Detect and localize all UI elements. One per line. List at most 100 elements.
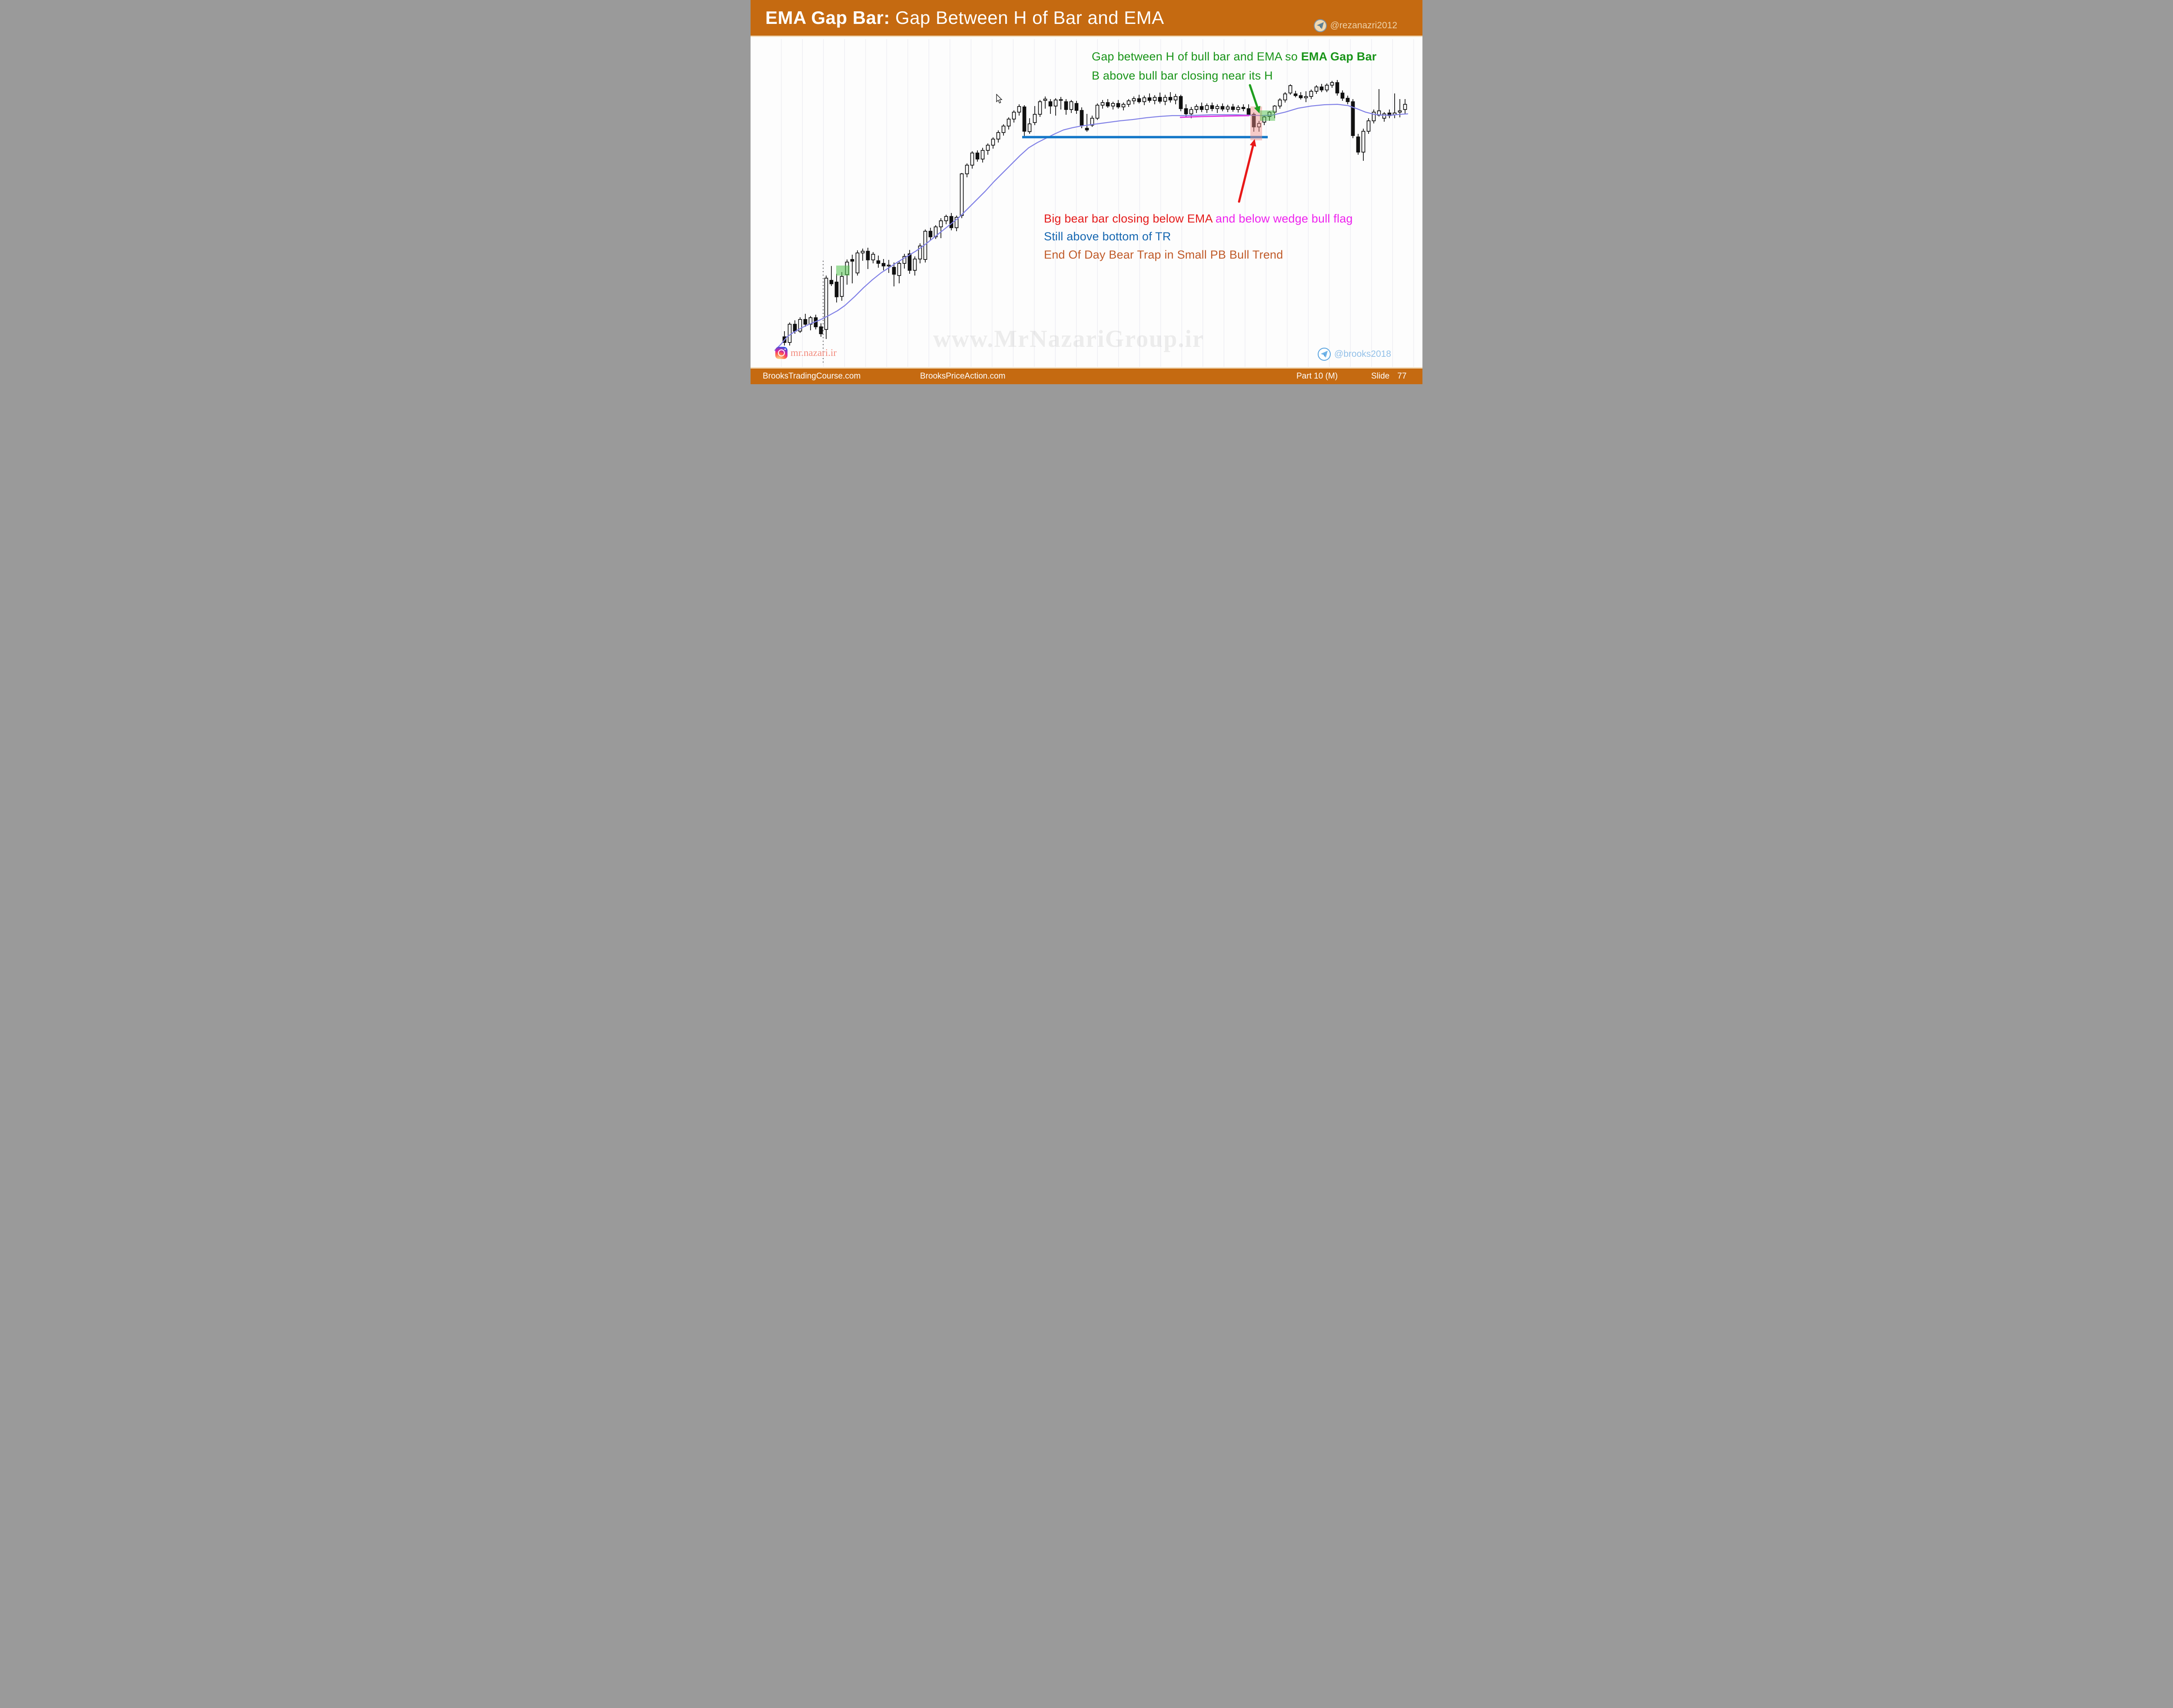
candle-body bbox=[1153, 97, 1157, 101]
candle-body bbox=[1053, 100, 1058, 106]
candle-body bbox=[1179, 96, 1183, 109]
candle-body bbox=[1241, 107, 1246, 109]
candle-body bbox=[1194, 106, 1199, 110]
footer-bar: BrooksTradingCourse.com BrooksPriceActio… bbox=[751, 367, 1422, 384]
candle-body bbox=[1361, 131, 1366, 153]
candle-body bbox=[996, 132, 1000, 140]
green-arrow-head bbox=[1254, 106, 1260, 113]
candle-body bbox=[1288, 85, 1293, 93]
candle-body bbox=[834, 282, 839, 297]
candle-body bbox=[876, 260, 880, 264]
annotation-above-tr: Still above bottom of TR bbox=[1044, 230, 1171, 243]
candle-body bbox=[1252, 114, 1256, 127]
annotation-big-bear-bar-magenta: and below wedge bull flag bbox=[1212, 212, 1353, 225]
candle-body bbox=[798, 319, 802, 332]
candle-body bbox=[1147, 97, 1152, 101]
green-left-bull-bar bbox=[836, 266, 850, 276]
candle-body bbox=[887, 265, 891, 266]
ema-line bbox=[774, 103, 1409, 351]
candle-body bbox=[1278, 100, 1282, 106]
candle-body bbox=[1257, 123, 1261, 127]
candle-body bbox=[1173, 96, 1178, 100]
annotation-big-bear-bar-red: Big bear bar closing below EMA bbox=[1044, 212, 1213, 225]
candle-body bbox=[1293, 93, 1298, 96]
candle-body bbox=[902, 256, 907, 264]
candle-body bbox=[1043, 99, 1047, 101]
candle-body bbox=[861, 251, 865, 253]
candle-body bbox=[1158, 97, 1162, 102]
candle-body bbox=[918, 246, 922, 259]
candle-body bbox=[1012, 112, 1016, 120]
candle-body bbox=[986, 145, 990, 151]
footer-site-center: BrooksPriceAction.com bbox=[920, 372, 1006, 381]
candle-body bbox=[1168, 97, 1173, 100]
telegram-icon bbox=[1313, 19, 1327, 32]
header-bar: EMA Gap Bar: Gap Between H of Bar and EM… bbox=[751, 0, 1422, 37]
candle-body bbox=[1372, 112, 1376, 121]
annotation-ema-gap: Gap between H of bull bar and EMA so EMA… bbox=[1092, 47, 1376, 85]
red-arrow-head bbox=[1249, 139, 1256, 147]
candle-body bbox=[850, 259, 854, 262]
candle-body bbox=[1314, 86, 1319, 92]
annotation-ema-gap-line1-normal: Gap between H of bull bar and EMA so bbox=[1092, 50, 1301, 63]
candle-body bbox=[1163, 97, 1167, 102]
candle-body bbox=[1346, 98, 1350, 102]
candle-body bbox=[1184, 108, 1188, 114]
candle-body bbox=[1085, 128, 1089, 130]
watermark: www.MrNazariGroup.ir bbox=[933, 326, 1204, 352]
candle-body bbox=[803, 319, 807, 325]
annotation-bear-trap: End Of Day Bear Trap in Small PB Bull Tr… bbox=[1044, 248, 1283, 261]
candle-body bbox=[819, 326, 823, 334]
candle-body bbox=[1027, 123, 1032, 132]
annotation-ema-gap-line2: B above bull bar closing near its H bbox=[1092, 69, 1273, 82]
telegram-icon bbox=[1317, 348, 1331, 361]
candle-body bbox=[1335, 82, 1339, 93]
candle-body bbox=[980, 150, 985, 160]
telegram-handle-top-label: @rezanazri2012 bbox=[1330, 20, 1397, 30]
telegram-handle-top[interactable]: @rezanazri2012 bbox=[1313, 19, 1397, 32]
candle-body bbox=[1398, 110, 1402, 113]
candle-body bbox=[793, 324, 797, 332]
instagram-handle[interactable]: mr.nazari.ir bbox=[775, 347, 837, 359]
candle-body bbox=[934, 226, 938, 237]
candle-body bbox=[1319, 86, 1324, 90]
candle-body bbox=[1403, 104, 1407, 110]
candle-body bbox=[1309, 91, 1313, 97]
candle-body bbox=[897, 263, 901, 276]
candle-body bbox=[1231, 106, 1235, 110]
page-title-rest: Gap Between H of Bar and EMA bbox=[890, 7, 1164, 28]
candle-body bbox=[1189, 109, 1193, 114]
candle-body bbox=[965, 165, 969, 174]
page-title-bold: EMA Gap Bar: bbox=[765, 7, 890, 28]
candle-body bbox=[1090, 118, 1094, 126]
page-title: EMA Gap Bar: Gap Between H of Bar and EM… bbox=[765, 7, 1164, 28]
candle-body bbox=[1007, 119, 1011, 126]
candle-body bbox=[1215, 106, 1219, 109]
green-ema-gap-zone bbox=[1260, 110, 1275, 121]
footer-part-label: Part 10 (M) bbox=[1296, 372, 1338, 381]
candle-body bbox=[913, 259, 917, 271]
candle-body bbox=[1366, 120, 1371, 132]
candle-body bbox=[824, 278, 828, 330]
candle-body bbox=[787, 324, 792, 343]
telegram-handle-bottom[interactable]: @brooks2018 bbox=[1317, 348, 1391, 361]
candle-body bbox=[1100, 102, 1105, 106]
candle-body bbox=[1111, 103, 1115, 106]
annotation-ema-gap-line1-bold: EMA Gap Bar bbox=[1301, 50, 1377, 63]
candle-body bbox=[928, 231, 933, 237]
wedge-trendline bbox=[1180, 115, 1250, 118]
slide: EMA Gap Bar: Gap Between H of Bar and EM… bbox=[751, 0, 1422, 384]
candle-body bbox=[1351, 101, 1355, 136]
candle-body bbox=[1106, 102, 1110, 106]
candle-body bbox=[1137, 98, 1141, 102]
price-chart bbox=[774, 39, 1414, 367]
candle-body bbox=[1382, 113, 1386, 119]
candle-body bbox=[1074, 103, 1079, 111]
candle-body bbox=[855, 253, 860, 273]
candle-body bbox=[1236, 107, 1240, 110]
candle-body bbox=[881, 263, 886, 266]
candle-body bbox=[1205, 105, 1209, 110]
candle-body bbox=[1017, 106, 1021, 113]
telegram-handle-bottom-label: @brooks2018 bbox=[1334, 349, 1391, 359]
instagram-icon bbox=[775, 347, 787, 359]
